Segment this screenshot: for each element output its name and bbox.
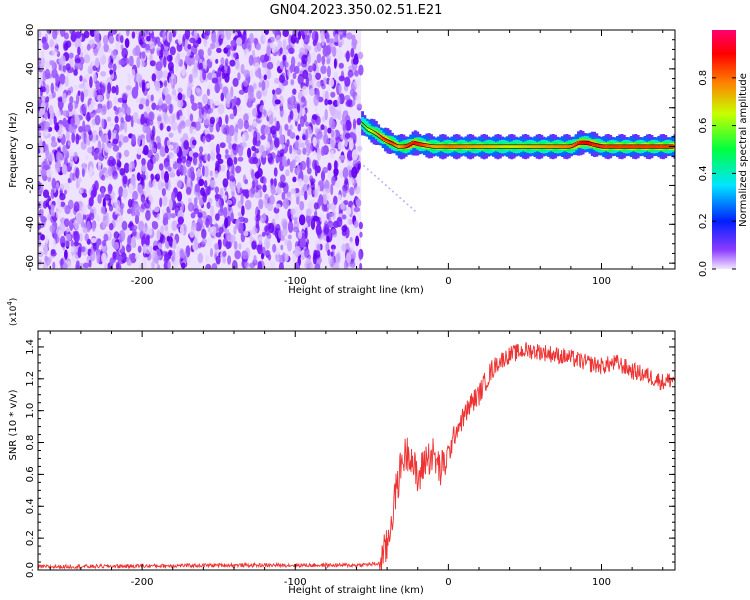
colorbar-tick-label-2: 0.4 xyxy=(698,165,709,181)
colorbar-tick-label-3: 0.6 xyxy=(698,118,709,134)
snr-series-line-0 xyxy=(38,342,675,570)
snr-y-label: SNR (10 * v/v) xyxy=(8,389,19,460)
snr-frame xyxy=(37,330,676,571)
y-tick-label-0: -60 xyxy=(25,255,36,271)
snr-x-ticks: -200 -100 0 100 xyxy=(49,331,664,588)
colorbar-label: Normalized spectral amplitude xyxy=(738,73,749,227)
spectrogram-y-label: Frequency (Hz) xyxy=(8,112,19,188)
track-contour-lower xyxy=(360,124,674,149)
x-tick-label-0: -200 xyxy=(131,276,154,287)
y-tick-label-5: 40 xyxy=(25,62,36,75)
x-tick-label-2: 0 xyxy=(445,276,451,287)
y-tick-label-5: 1.0 xyxy=(25,403,36,419)
spectrogram-x-label: Height of straight line (km) xyxy=(288,285,424,296)
x-tick-label-1: -100 xyxy=(284,577,307,588)
spectrogram-signal-track xyxy=(360,111,675,212)
colorbar: 0.0 0.2 0.4 0.6 0.8 Normalized spectral ampl… xyxy=(698,30,749,277)
y-tick-label-1: 0.2 xyxy=(25,530,36,546)
y-tick-label-7: 1.4 xyxy=(25,339,36,355)
snr-multiplier-label: (x104) xyxy=(6,298,19,326)
y-tick-label-4: 20 xyxy=(25,101,36,114)
y-tick-label-1: -40 xyxy=(25,216,36,232)
spectrogram-noise-region xyxy=(38,30,364,269)
y-tick-label-0: 0.0 xyxy=(25,562,36,578)
colorbar-tick-label-4: 0.8 xyxy=(698,70,709,86)
x-tick-label-2: 0 xyxy=(445,577,451,588)
x-tick-label-0: -200 xyxy=(131,577,154,588)
snr-series xyxy=(38,342,675,570)
x-tick-label-1: -100 xyxy=(284,276,307,287)
x-tick-label-3: 100 xyxy=(592,577,611,588)
y-tick-label-4: 0.8 xyxy=(25,435,36,451)
y-tick-label-2: 0.4 xyxy=(25,498,36,514)
track-contour-upper xyxy=(360,121,674,146)
y-tick-label-3: 0.6 xyxy=(25,466,36,482)
chart-title: GN04.2023.350.02.51.E21 xyxy=(270,3,443,18)
y-tick-label-2: -20 xyxy=(25,177,36,193)
colorbar-ticks: 0.0 0.2 0.4 0.6 0.8 xyxy=(698,70,736,277)
colorbar-gradient xyxy=(712,30,736,269)
snr-x-label: Height of straight line (km) xyxy=(288,585,424,596)
x-tick-label-3: 100 xyxy=(592,276,611,287)
spectrogram-x-ticks: -200 -100 0 100 xyxy=(49,30,664,287)
snr-y-ticks: 0.0 0.2 0.4 0.6 0.8 1.0 1.2 1.4 xyxy=(25,338,675,578)
spectrogram-y-ticks: -60 -40 -20 0 20 40 60 xyxy=(25,24,675,271)
y-tick-label-6: 60 xyxy=(25,24,36,37)
y-tick-label-6: 1.2 xyxy=(25,371,36,387)
colorbar-tick-label-1: 0.2 xyxy=(698,213,709,229)
colorbar-tick-label-0: 0.0 xyxy=(698,261,709,277)
snr-panel: -200 -100 0 100 0.0 0.2 0.4 0.6 0.8 1.0 1.2 1.4 He… xyxy=(6,298,676,596)
y-tick-label-3: 0 xyxy=(25,143,36,149)
